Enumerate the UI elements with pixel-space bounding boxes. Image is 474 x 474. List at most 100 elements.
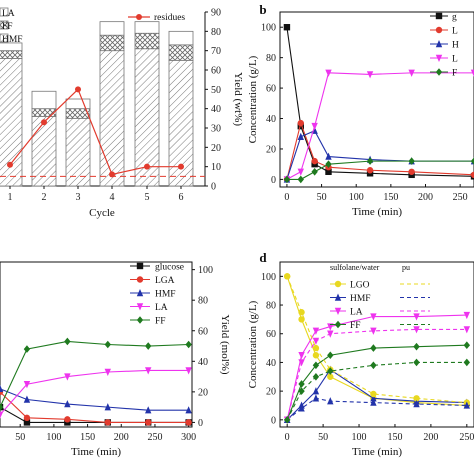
panel-b-series-point bbox=[408, 168, 415, 175]
panel-b-legend-label: H bbox=[452, 41, 459, 51]
panel-d-series-point bbox=[413, 326, 420, 334]
panel-d-series-point bbox=[298, 316, 305, 323]
panel-a-y-tick-label: 80 bbox=[211, 27, 221, 38]
panel-c-series-point bbox=[185, 340, 192, 349]
panel-a-residues-point bbox=[109, 171, 115, 178]
panel-d-x-tick-label: 150 bbox=[387, 432, 402, 443]
panel-b-legend-label: L bbox=[452, 55, 458, 65]
panel-d-series-point bbox=[327, 397, 334, 405]
panel-d-series-point bbox=[298, 359, 305, 367]
panel-c-series-point bbox=[23, 419, 31, 426]
panel-b-x-tick-label: 250 bbox=[453, 192, 468, 203]
panel-b-legend-marker bbox=[435, 68, 443, 76]
panel-c-series-point bbox=[145, 406, 152, 414]
panel-a-x-tick-label: 2 bbox=[42, 192, 47, 203]
panel-c-x-tick-label: 200 bbox=[114, 432, 129, 443]
panel-b-series-point bbox=[311, 122, 318, 131]
panel-d-series-point bbox=[298, 352, 305, 360]
panel-d-series-point bbox=[312, 337, 320, 345]
panel-c-series-point bbox=[0, 411, 4, 419]
panel-c-y-tick-label: 100 bbox=[198, 265, 213, 276]
panel-d-series-point bbox=[413, 395, 420, 402]
panel-a-legend-label: FF bbox=[2, 22, 13, 32]
panel-d-legend-header-1: sulfolane/water bbox=[330, 263, 380, 272]
panel-b-series-point bbox=[325, 160, 332, 168]
panel-b-letter: b bbox=[259, 2, 266, 17]
panel-d-legend-header-2: pu bbox=[402, 263, 410, 272]
panel-d-y-tick-label: 40 bbox=[266, 358, 276, 369]
panel-d-series-point bbox=[327, 373, 334, 380]
panel-c-y-tick-label: 80 bbox=[198, 296, 208, 307]
panel-c-series-line bbox=[0, 369, 189, 416]
panel-b-legend-marker bbox=[435, 12, 443, 20]
panel-d-y-tick-label: 100 bbox=[261, 272, 276, 283]
panel-d-series-point bbox=[312, 394, 320, 402]
panel-d-series-point bbox=[463, 326, 471, 334]
panel-c-legend-label: HMF bbox=[155, 290, 176, 300]
panel-b-series-point bbox=[366, 71, 374, 79]
panel-c-legend-marker bbox=[136, 289, 144, 297]
panel-a-legend-swatch bbox=[0, 7, 9, 17]
panel-d-series-point bbox=[370, 398, 377, 406]
panel-c-series-point bbox=[64, 416, 71, 423]
panel-d-y-tick-label: 80 bbox=[266, 301, 276, 312]
panel-d-series-point bbox=[327, 323, 334, 331]
panel-b-series-point bbox=[297, 168, 304, 176]
panel-b-x-tick-label: 200 bbox=[418, 192, 433, 203]
panel-a-bar-la bbox=[99, 21, 125, 36]
panel-c-series-point bbox=[185, 406, 192, 414]
panel-d-series-point bbox=[312, 327, 320, 335]
panel-a-bar-ff bbox=[31, 108, 57, 117]
panel-a-legend-label: HMF bbox=[2, 35, 23, 45]
panel-c-frame bbox=[0, 261, 193, 428]
panel-c-legend-marker bbox=[136, 316, 144, 324]
panel-b-legend-label: g bbox=[452, 13, 457, 23]
panel-c-series-point bbox=[104, 403, 111, 411]
panel-a-bar-hmf bbox=[31, 116, 57, 187]
panel-d-legend-label: HMF bbox=[350, 294, 371, 304]
panel-d-x-tick-label: 50 bbox=[318, 432, 328, 443]
panel-c-series-point bbox=[104, 368, 111, 376]
panel-a-y-tick-label: 0 bbox=[211, 182, 216, 193]
panel-d-series-point bbox=[327, 367, 334, 375]
panel-a-y-tick-label: 90 bbox=[211, 8, 221, 19]
panel-c-series-point bbox=[145, 419, 152, 426]
panel-b-y-tick-label: 100 bbox=[261, 23, 276, 34]
panel-a-bar-la bbox=[65, 98, 91, 110]
panel-c-legend-label: FF bbox=[155, 317, 166, 327]
panel-a-residues-point bbox=[144, 163, 150, 170]
panel-d-series-point bbox=[463, 311, 471, 320]
panel-d-series-point bbox=[463, 341, 471, 350]
panel-b-series-point bbox=[297, 175, 304, 184]
panel-d-series-point bbox=[312, 352, 320, 359]
panel-a-bar-hmf bbox=[134, 48, 160, 187]
panel-a-legend-swatch bbox=[0, 20, 9, 30]
panel-b-legend-marker bbox=[435, 26, 443, 34]
panel-d-letter: d bbox=[259, 250, 267, 265]
panel-b-legend-label: F bbox=[452, 69, 457, 79]
panel-a-legend-label: LA bbox=[2, 9, 15, 19]
panel-a-x-tick-label: 3 bbox=[76, 192, 81, 203]
panel-a-y-tick-label: 50 bbox=[211, 85, 221, 96]
panel-b-y-tick-label: 20 bbox=[266, 144, 276, 155]
panel-a-bar-la bbox=[168, 30, 194, 46]
panel-a-y-tick-label: 40 bbox=[211, 104, 221, 115]
panel-c-series-point bbox=[0, 403, 4, 411]
panel-c-series-point bbox=[23, 395, 31, 403]
panel-d-x-label: Time (min) bbox=[352, 446, 402, 458]
panel-a-y-label: Yield (wt%) bbox=[232, 72, 244, 126]
panel-b-series-point bbox=[325, 152, 332, 160]
panel-b-y-tick-label: 40 bbox=[266, 114, 276, 125]
panel-b-series-point bbox=[311, 167, 318, 176]
panel-d-series-point bbox=[370, 394, 377, 402]
panel-b-series-point bbox=[470, 157, 474, 165]
panel-b-series-point bbox=[283, 24, 291, 31]
panel-d-plot-area bbox=[283, 273, 471, 424]
panel-c-legend-marker bbox=[136, 262, 144, 270]
panel-c-series-point bbox=[23, 345, 31, 353]
panel-c-series-point bbox=[64, 337, 71, 346]
panel-d-series-point bbox=[413, 400, 420, 408]
panel-a-legend-swatch bbox=[0, 33, 9, 43]
panel-a-residues-point bbox=[41, 119, 47, 126]
panel-a-y-tick-label: 70 bbox=[211, 46, 221, 57]
